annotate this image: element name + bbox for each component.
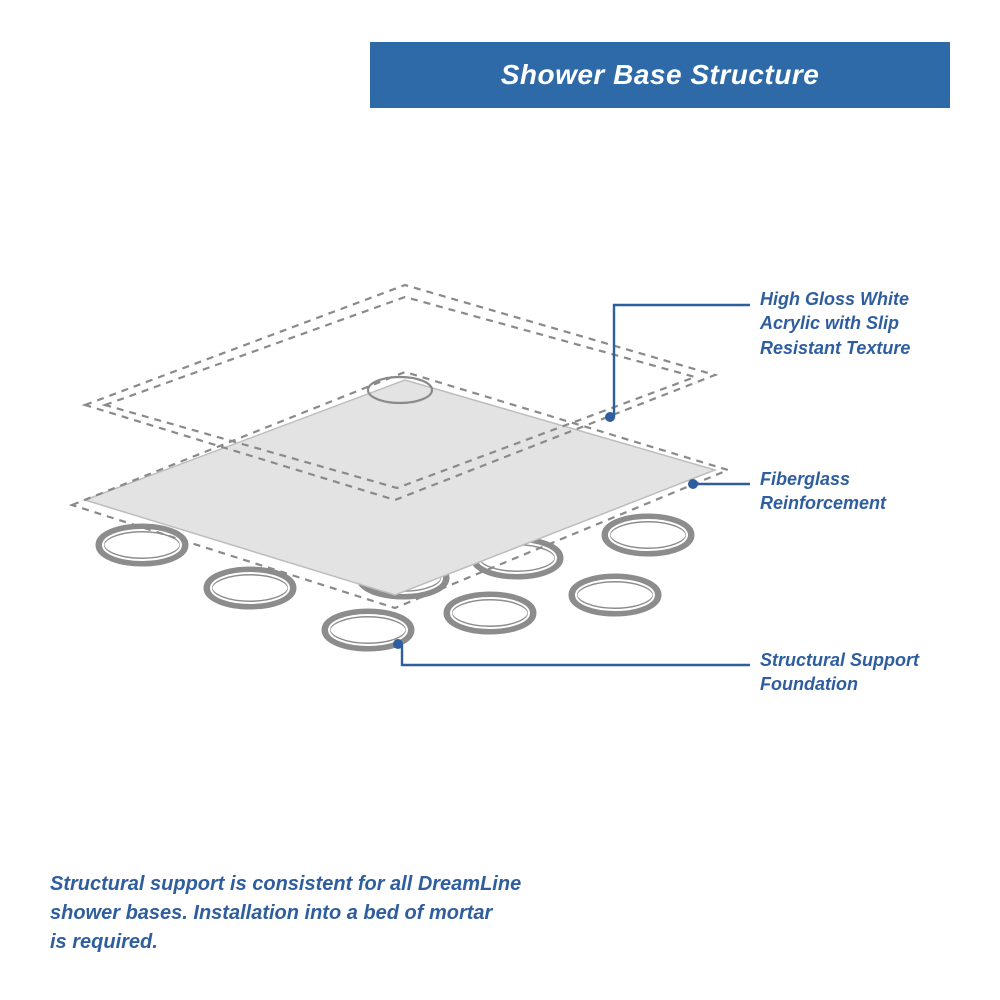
callout-dot (393, 639, 403, 649)
callout-leader (402, 644, 750, 665)
support-ring (208, 571, 292, 605)
callout-label-top-layer: High Gloss White Acrylic with Slip Resis… (760, 287, 910, 360)
callout-label-fiberglass: Fiberglass Reinforcement (760, 467, 886, 516)
callout-dot (688, 479, 698, 489)
callout-label-support: Structural Support Foundation (760, 648, 919, 697)
support-ring (606, 518, 690, 552)
support-ring (100, 528, 184, 562)
callout-dot (605, 412, 615, 422)
support-ring (448, 596, 532, 630)
support-ring (573, 578, 657, 612)
footnote-text: Structural support is consistent for all… (50, 870, 521, 957)
